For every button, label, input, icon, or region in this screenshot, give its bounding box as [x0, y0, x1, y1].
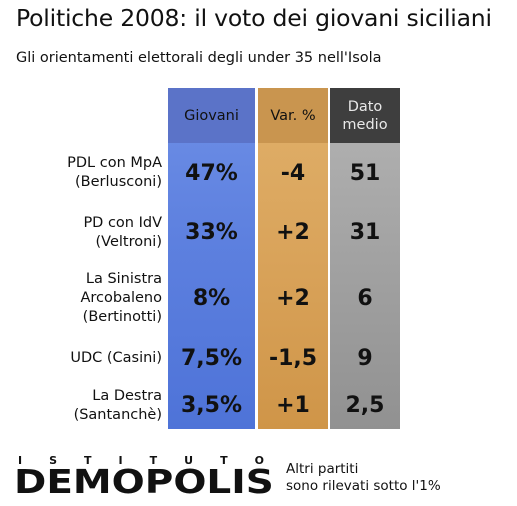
row-label-line: PD con IdV: [83, 214, 162, 231]
cell-giovani: 3,5%: [180, 393, 242, 418]
footer-note-line: sono rilevati sotto l'1%: [286, 478, 441, 494]
column-header-dato-line: medio: [342, 116, 388, 133]
logo-top-letter: T: [220, 454, 228, 467]
logo-top-letter: S: [49, 454, 58, 467]
cell-dato: 9: [357, 346, 373, 371]
cell-var: +1: [276, 393, 310, 418]
logo-brand: DEMOPOLIS: [14, 462, 274, 501]
chart-subtitle: Gli orientamenti elettorali degli under …: [16, 50, 382, 66]
row-label-line: (Santanchè): [73, 406, 162, 423]
logo-top-letter: T: [149, 454, 158, 467]
logo-top-letter: T: [84, 454, 92, 467]
cell-dato: 2,5: [345, 393, 385, 418]
cell-giovani: 8%: [192, 286, 231, 311]
logo-top-letter: I: [18, 454, 23, 467]
column-header-dato: Dato medio: [330, 88, 400, 143]
cell-giovani: 33%: [185, 220, 238, 245]
column-dato-bg: [330, 88, 400, 429]
cell-dato: 6: [357, 286, 373, 311]
column-header-var: Var. %: [258, 88, 328, 143]
cell-dato: 31: [349, 220, 381, 245]
logo-top-letter: U: [184, 454, 194, 467]
row-label: UDC (Casini): [70, 349, 162, 368]
cell-dato: 51: [349, 160, 381, 186]
row-label: La Sinistra Arcobaleno (Bertinotti): [80, 270, 162, 327]
row-label: PD con IdV (Veltroni): [83, 214, 162, 252]
column-var-bg: [258, 88, 328, 429]
row-label-line: UDC (Casini): [70, 350, 162, 366]
logo-top-letter: I: [118, 454, 123, 467]
cell-var: +2: [276, 220, 310, 245]
chart-title: Politiche 2008: il voto dei giovani sici…: [16, 4, 492, 32]
cell-var: -1,5: [268, 346, 318, 371]
row-label-line: Arcobaleno: [80, 290, 162, 306]
footer-note-line: Altri partiti: [286, 461, 359, 477]
cell-giovani: 47%: [185, 160, 238, 186]
column-header-dato-line: Dato: [347, 98, 383, 115]
footer-note: Altri partiti sono rilevati sotto l'1%: [286, 461, 441, 495]
logo-top-letter: O: [254, 454, 264, 467]
row-label-line: (Veltroni): [95, 233, 162, 250]
cell-giovani: 7,5%: [180, 346, 242, 371]
row-label-line: (Berlusconi): [75, 174, 162, 190]
cell-var: +2: [276, 286, 310, 311]
column-giovani-bg: [168, 88, 255, 429]
row-label: PDL con MpA (Berlusconi): [67, 154, 162, 192]
row-label-line: PDL con MpA: [67, 155, 162, 171]
row-label-line: La Sinistra: [85, 271, 162, 287]
row-label: La Destra (Santanchè): [74, 387, 162, 425]
row-label-line: La Destra: [92, 387, 162, 404]
row-label-line: (Bertinotti): [82, 309, 162, 325]
column-header-giovani: Giovani: [168, 88, 255, 143]
cell-var: -4: [280, 160, 306, 186]
